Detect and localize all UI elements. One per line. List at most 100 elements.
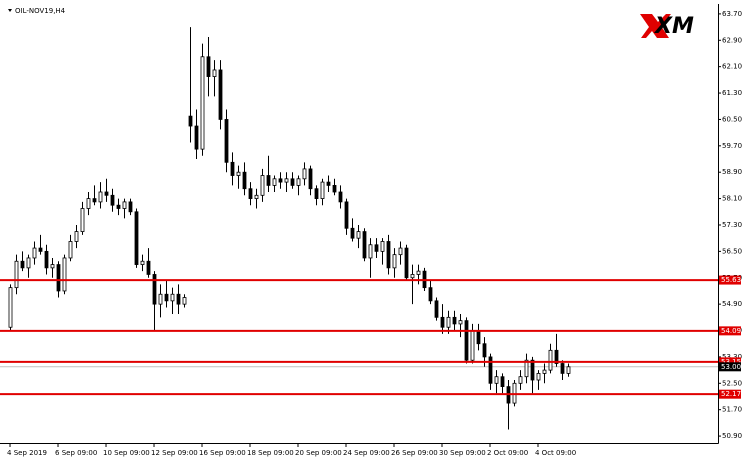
candle-body	[566, 366, 571, 374]
candle-body	[458, 320, 463, 325]
candle-body	[488, 356, 493, 384]
candle-body	[20, 260, 25, 269]
candle-body	[554, 349, 559, 364]
candle-body	[74, 231, 79, 242]
y-tick-label: 60.50	[722, 115, 742, 123]
candle-body	[332, 185, 337, 193]
y-tick-label: 58.10	[722, 195, 742, 203]
candle-body	[194, 125, 199, 150]
candle-body	[56, 264, 61, 292]
candle-body	[224, 119, 229, 163]
level-label-bg	[719, 357, 741, 367]
x-tick-label: 6 Sep 09:00	[55, 449, 97, 457]
candle-body	[464, 320, 469, 361]
candle-body	[410, 274, 415, 279]
candle-body	[284, 178, 289, 183]
current-price-label: 53.00	[721, 363, 741, 371]
y-tick-label: 56.50	[722, 247, 742, 255]
logo: XM	[640, 14, 694, 39]
candle-body	[302, 168, 307, 180]
candle-body	[320, 181, 325, 199]
candle-body	[86, 198, 91, 209]
candle-body	[482, 343, 487, 358]
candle-body	[242, 171, 247, 190]
logo-mark	[640, 14, 671, 38]
candle-body	[260, 175, 265, 196]
candle-body	[476, 330, 481, 345]
y-tick-label: 53.30	[722, 353, 742, 361]
y-tick-label: 50.90	[722, 432, 742, 440]
candle-body	[416, 270, 421, 275]
candle-body	[26, 257, 31, 269]
candle-body	[218, 69, 223, 120]
x-tick-label: 12 Sep 09:00	[151, 449, 198, 457]
candle-body	[404, 247, 409, 279]
candle-body	[392, 254, 397, 269]
x-tick-label: 16 Sep 09:00	[199, 449, 246, 457]
candle-body	[200, 56, 205, 150]
candle-body	[98, 191, 103, 203]
candle-body	[314, 188, 319, 199]
candle-body	[440, 316, 445, 328]
candle-body	[248, 188, 253, 199]
y-tick-label: 59.70	[722, 142, 742, 150]
candle-body	[548, 349, 553, 371]
candle-body	[128, 201, 133, 213]
x-tick-label: 30 Sep 09:00	[439, 449, 486, 457]
candle-body	[68, 241, 73, 259]
candle-body	[188, 115, 193, 127]
candle-body	[14, 260, 19, 289]
y-tick-label: 52.50	[722, 379, 742, 387]
y-tick-label: 61.30	[722, 89, 742, 97]
candle-body	[158, 293, 163, 305]
current-price-label-bg	[719, 362, 741, 372]
candle-body	[362, 231, 367, 259]
y-tick-label: 57.30	[722, 221, 742, 229]
candle-body	[170, 293, 175, 302]
chart-title: OIL-NOV19,H4	[15, 7, 66, 15]
candle-body	[494, 376, 499, 384]
candle-body	[518, 376, 523, 384]
candle-body	[290, 178, 295, 186]
candle-body	[212, 69, 217, 77]
candle-body	[236, 171, 241, 176]
y-tick-label: 51.70	[722, 406, 742, 414]
logo-text: XM	[653, 14, 694, 39]
candle-body	[110, 194, 115, 206]
x-tick-label: 2 Oct 09:00	[487, 449, 528, 457]
candle-body	[254, 194, 259, 199]
candle-body	[380, 241, 385, 252]
y-tick-label: 62.90	[722, 36, 742, 44]
candle-body	[386, 241, 391, 269]
candle-body	[266, 175, 271, 186]
candle-body	[164, 293, 169, 302]
x-tick-label: 4 Oct 09:00	[535, 449, 576, 457]
candle-body	[122, 201, 127, 209]
candle-body	[8, 287, 13, 328]
candle-body	[32, 247, 37, 259]
candle-body	[92, 198, 97, 203]
candle-body	[434, 300, 439, 318]
candle-body	[374, 244, 379, 252]
candle-body	[542, 369, 547, 374]
y-tick-label: 63.70	[722, 10, 742, 18]
level-label: 52.17	[721, 390, 741, 398]
candle-body	[80, 208, 85, 232]
candle-body	[350, 227, 355, 239]
candle-body	[152, 274, 157, 305]
candle-body	[182, 297, 187, 305]
candle-body	[446, 316, 451, 328]
candle-body	[344, 201, 349, 229]
x-tick-label: 4 Sep 2019	[7, 449, 47, 457]
candle-body	[278, 178, 283, 183]
y-tick-label: 54.90	[722, 300, 742, 308]
candle-body	[140, 260, 145, 265]
candle-body	[296, 178, 301, 186]
level-label-bg	[719, 326, 741, 336]
candle-body	[104, 191, 109, 196]
y-tick-label: 62.10	[722, 63, 742, 71]
candle-body	[524, 359, 529, 378]
candle-body	[50, 264, 55, 269]
x-tick-label: 24 Sep 09:00	[343, 449, 390, 457]
